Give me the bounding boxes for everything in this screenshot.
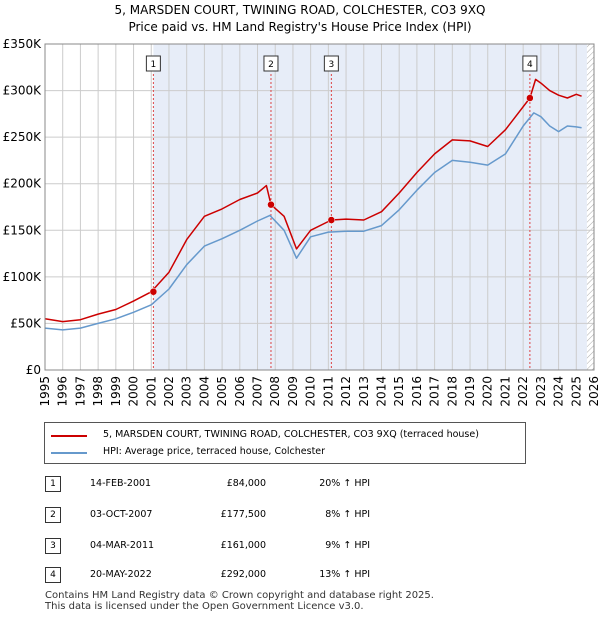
legend-swatch-hpi — [51, 452, 87, 454]
marker-box — [323, 55, 339, 72]
legend-label-hpi: HPI: Average price, terraced house, Colc… — [103, 446, 326, 457]
marker-label: 4 — [527, 60, 533, 70]
x-tick-label: 2003 — [180, 376, 194, 407]
marker-box — [263, 55, 279, 72]
transaction-number: 3 — [45, 538, 61, 554]
x-tick-label: 2001 — [144, 376, 158, 407]
x-tick-label: 2006 — [233, 376, 247, 407]
transaction-hpi: 13% ↑ HPI — [319, 569, 370, 580]
x-tick-label: 2010 — [304, 376, 318, 407]
marker-box — [145, 55, 161, 72]
x-tick-label: 2024 — [552, 376, 566, 407]
x-tick-label: 2021 — [499, 376, 513, 407]
x-tick-label: 1995 — [38, 376, 52, 407]
transaction-row: 2 03-OCT-2007 £177,500 8% ↑ HPI — [0, 507, 600, 527]
marker-label: 1 — [151, 60, 157, 70]
x-tick-label: 1996 — [56, 376, 70, 407]
transaction-price: £177,500 — [220, 509, 266, 520]
x-tick-label: 2026 — [587, 376, 600, 407]
transaction-date: 03-OCT-2007 — [90, 509, 153, 520]
y-tick-label: £150K — [3, 223, 43, 237]
x-tick-label: 2022 — [516, 376, 530, 407]
x-tick-label: 2008 — [268, 376, 282, 407]
transaction-number: 4 — [45, 567, 61, 583]
x-tick-label: 1997 — [73, 376, 87, 407]
transaction-price: £292,000 — [220, 569, 266, 580]
y-tick-label: £50K — [10, 316, 42, 330]
transaction-price: £161,000 — [220, 540, 266, 551]
x-tick-label: 2004 — [197, 376, 211, 407]
y-tick-label: £300K — [3, 84, 43, 98]
transaction-price: £84,000 — [226, 478, 266, 489]
legend-swatch-property — [51, 435, 87, 437]
x-tick-label: 2018 — [445, 376, 459, 407]
legend-label-property: 5, MARSDEN COURT, TWINING ROAD, COLCHEST… — [103, 429, 479, 440]
series-line-hpi — [44, 112, 582, 331]
transaction-hpi: 8% ↑ HPI — [325, 509, 370, 520]
transaction-hpi: 20% ↑ HPI — [319, 478, 370, 489]
y-tick-label: £200K — [3, 177, 43, 191]
x-tick-label: 2005 — [215, 376, 229, 407]
legend: 5, MARSDEN COURT, TWINING ROAD, COLCHEST… — [44, 422, 526, 464]
transaction-hpi: 9% ↑ HPI — [325, 540, 370, 551]
footer-licence: This data is licensed under the Open Gov… — [45, 601, 364, 612]
x-tick-label: 2020 — [481, 376, 495, 407]
sale-point — [526, 94, 534, 102]
x-tick-label: 2012 — [339, 376, 353, 407]
x-tick-label: 2009 — [286, 376, 300, 407]
y-tick-label: £250K — [3, 130, 43, 144]
y-tick-label: £0 — [26, 363, 41, 377]
transaction-number: 2 — [45, 507, 61, 523]
sale-point — [327, 216, 336, 224]
marker-box — [522, 55, 538, 72]
ownership-band — [153, 44, 587, 370]
transaction-date: 04-MAR-2011 — [90, 540, 155, 551]
footer: Contains HM Land Registry data © Crown c… — [45, 590, 434, 612]
price-chart: 1 2 3 4 £0 £50K £100K £150K £200K £250K £300K £350K… — [3, 37, 600, 407]
chart-title: 5, MARSDEN COURT, TWINING ROAD, COLCHEST… — [114, 3, 486, 17]
plot-frame — [44, 43, 595, 371]
footer-copyright: Contains HM Land Registry data © Crown c… — [45, 590, 434, 601]
transaction-number: 1 — [45, 476, 61, 492]
x-tick-label: 2019 — [463, 376, 477, 407]
transaction-row: 1 14-FEB-2001 £84,000 20% ↑ HPI — [0, 476, 600, 496]
x-tick-label: 2011 — [321, 376, 335, 407]
transaction-row: 3 04-MAR-2011 £161,000 9% ↑ HPI — [0, 538, 600, 558]
x-tick-label: 2025 — [569, 376, 583, 407]
transaction-date: 20-MAY-2022 — [90, 569, 152, 580]
chart-subtitle: Price paid vs. HM Land Registry's House … — [128, 20, 472, 34]
x-tick-label: 1998 — [91, 376, 105, 407]
x-tick-label: 2016 — [410, 376, 424, 407]
marker-label: 3 — [328, 60, 334, 70]
x-tick-label: 1999 — [109, 376, 123, 407]
x-tick-label: 2013 — [357, 376, 371, 407]
marker-label: 2 — [268, 60, 274, 70]
transaction-date: 14-FEB-2001 — [90, 478, 152, 489]
transaction-row: 4 20-MAY-2022 £292,000 13% ↑ HPI — [0, 567, 600, 587]
x-tick-label: 2015 — [392, 376, 406, 407]
x-tick-label: 2000 — [127, 376, 141, 407]
sale-point — [149, 288, 158, 296]
y-tick-label: £350K — [3, 37, 43, 51]
x-tick-label: 2002 — [162, 376, 176, 407]
forecast-hatch — [586, 44, 594, 370]
x-tick-label: 2007 — [251, 376, 265, 407]
sale-point — [267, 200, 275, 209]
x-tick-label: 2023 — [534, 376, 548, 407]
y-tick-label: £100K — [3, 270, 43, 284]
x-tick-label: 2017 — [428, 376, 442, 407]
x-tick-label: 2014 — [375, 376, 389, 407]
